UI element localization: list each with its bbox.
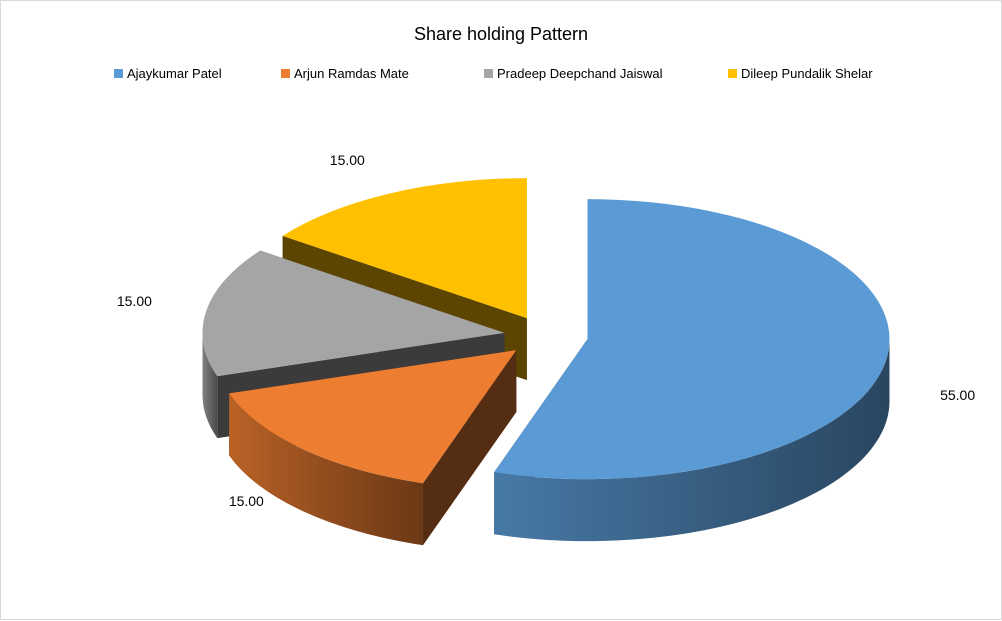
slice-top-arjun-ramdas-mate [229,350,517,484]
legend-swatch-pradeep-deepchand-jaiswal [484,69,493,78]
slice-ajaykumar-patel [494,199,890,542]
legend-swatch-ajaykumar-patel [114,69,123,78]
slice-rim-ajaykumar-patel [494,339,890,542]
data-label-arjun-ramdas-mate: 15.00 [229,493,264,509]
data-label-ajaykumar-patel: 55.00 [940,387,975,403]
legend-swatch-arjun-ramdas-mate [281,69,290,78]
legend-label-pradeep-deepchand-jaiswal: Pradeep Deepchand Jaiswal [497,66,663,81]
pie-slices [202,178,890,546]
slice-rim-arjun-ramdas-mate [229,393,423,546]
legend-label-ajaykumar-patel: Ajaykumar Patel [127,66,222,81]
legend-label-dileep-pundalik-shelar: Dileep Pundalik Shelar [741,66,873,81]
slice-rim-pradeep-deepchand-jaiswal [202,332,218,439]
slice-top-dileep-pundalik-shelar [282,178,527,319]
slice-top-pradeep-deepchand-jaiswal [202,250,505,377]
data-label-dileep-pundalik-shelar: 15.00 [330,152,365,168]
chart-title: Share holding Pattern [414,24,588,44]
data-label-pradeep-deepchand-jaiswal: 15.00 [117,293,152,309]
slice-top-ajaykumar-patel [494,199,890,480]
legend-swatch-dileep-pundalik-shelar [728,69,737,78]
data-labels: 55.00 15.00 15.00 15.00 [117,152,975,509]
slice-arjun-ramdas-mate [229,350,517,546]
legend: Ajaykumar Patel Arjun Ramdas Mate Pradeep … [114,66,873,81]
legend-label-arjun-ramdas-mate: Arjun Ramdas Mate [294,66,409,81]
